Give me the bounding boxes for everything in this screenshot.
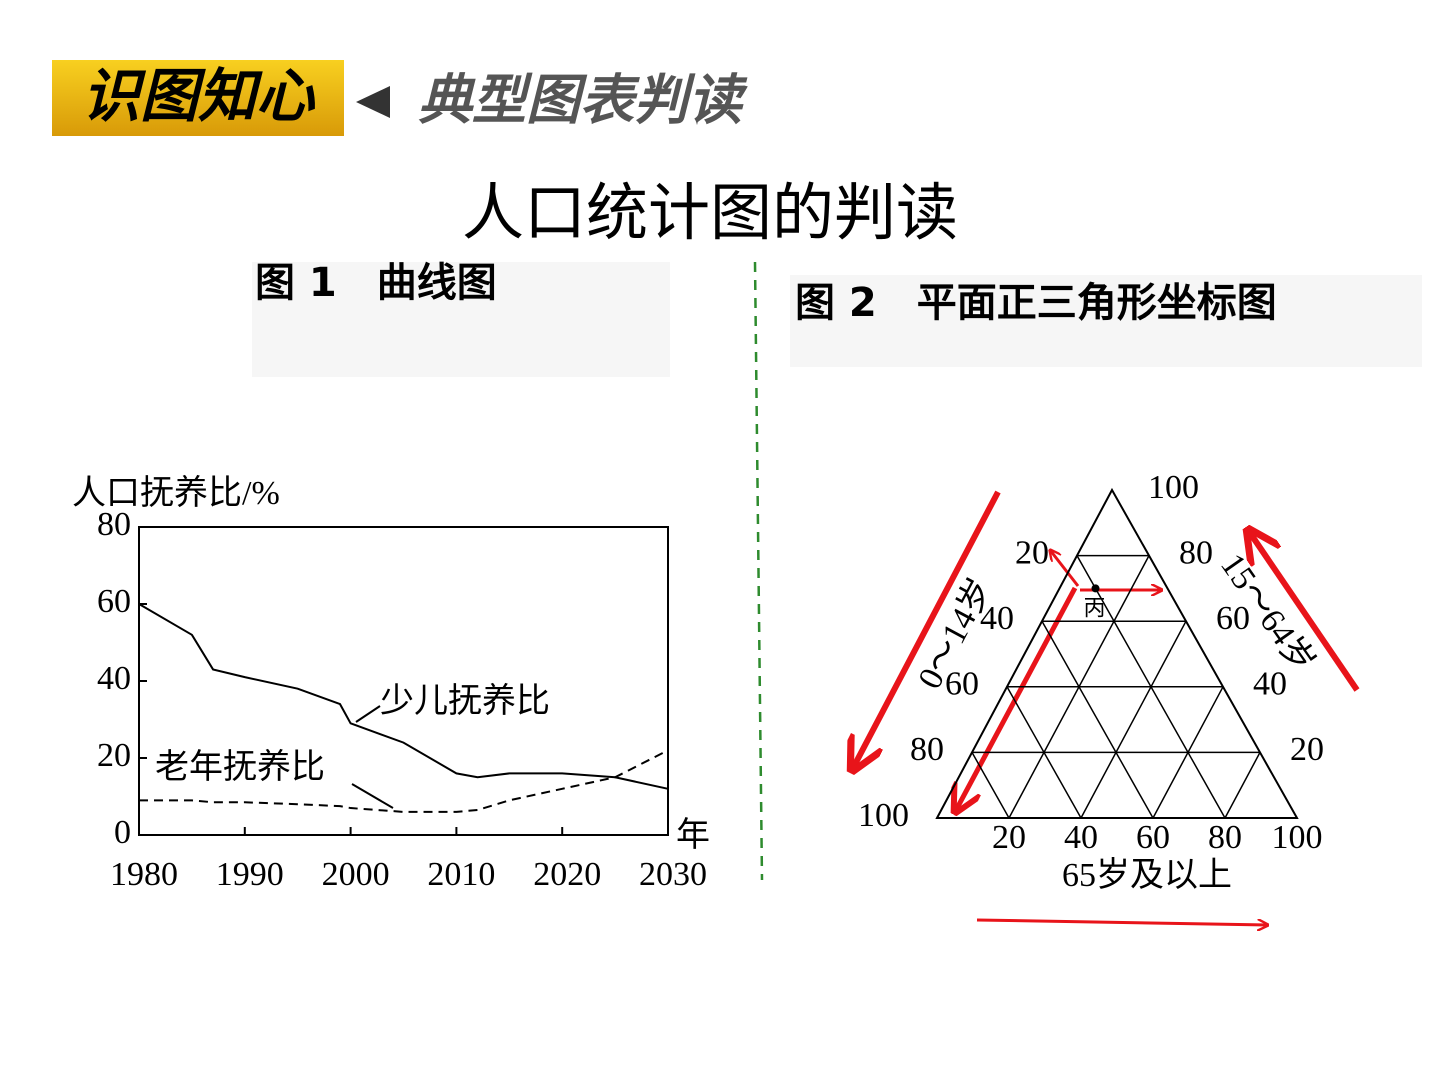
series-label: 老年抚养比 [155,748,325,786]
axis-title: 65岁及以上 [1062,856,1232,894]
caption-bg [790,275,1422,367]
x-tick-label: 1980 [110,856,178,893]
grid-line [1041,620,1154,819]
grid-line [1080,620,1187,819]
caption: 图 1 曲线图 [255,260,497,306]
tick-label: 60 [945,666,979,703]
grid-line [1152,686,1224,819]
caption: 图 2 平面正三角形坐标图 [795,280,1277,326]
triangle [935,487,1299,819]
series-line [139,749,669,813]
tick-label: 80 [1179,534,1213,571]
y-axis-label: 人口抚养比/% [72,474,280,512]
label-arrow [355,705,381,723]
tick-label: 20 [992,819,1026,856]
x-tick-label: 2000 [322,856,390,893]
tick-label: 40 [1253,666,1287,703]
y-tick-label: 80 [97,506,131,543]
tick-label: 80 [910,731,944,768]
pointer [356,86,390,118]
grid-line [1008,555,1150,819]
grid-line [971,752,1010,819]
label-arrow [351,783,394,809]
tick-label: 100 [858,797,909,834]
y-tick-label: 20 [97,737,131,774]
tick-label: 20 [1015,534,1049,571]
title: 人口统计图的判读 [462,176,958,249]
x-tick-label: 2020 [533,856,601,893]
x-axis-label: 年 [676,816,710,854]
tick-label: 40 [980,600,1014,637]
tick-label: 60 [1136,819,1170,856]
series-line [138,603,669,790]
plot-frame [138,526,669,836]
tick-label: 100 [1272,819,1323,856]
y-tick-label: 60 [97,583,131,620]
tick-label: 20 [1290,731,1324,768]
divider [753,261,764,881]
caption-bg [252,262,670,377]
x-tick-label: 1990 [216,856,284,893]
y-tick-label: 0 [114,814,131,851]
tick-label: 80 [1208,819,1242,856]
series-label: 少儿抚养比 [380,682,550,720]
badge-bg [52,60,344,136]
x-tick-label: 2030 [639,856,707,893]
y-tick-label: 40 [97,660,131,697]
grid-line [1224,752,1261,819]
point-label: 丙 [1084,595,1106,620]
tick-label: 100 [1148,469,1199,506]
badge: 识图知心 [82,62,316,130]
subtitle: 典型图表判读 [418,69,748,132]
x-tick-label: 2010 [427,856,495,893]
point [1091,584,1100,593]
tick-label: 60 [1216,600,1250,637]
tick-label: 40 [1064,819,1098,856]
